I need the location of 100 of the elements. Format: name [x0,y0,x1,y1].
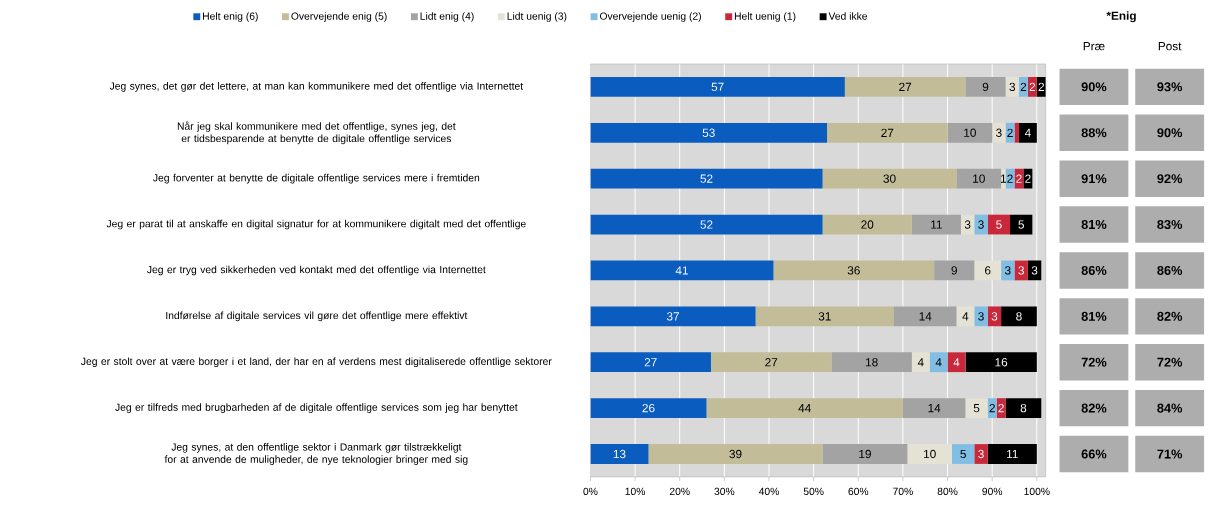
bar [947,352,966,372]
text: 90% [1081,82,1107,92]
data-label: 6 [985,266,991,275]
text: 82% [1157,311,1183,321]
data-label: 52 [700,174,713,183]
data-label: 5 [973,403,980,413]
data-label: 27 [881,128,894,137]
bar [965,398,988,418]
data-label: 2 [1038,82,1044,91]
x-tick-label: 20% [669,487,690,495]
bar [590,168,823,189]
data-label: 41 [675,266,688,275]
bar [934,260,975,281]
x-tick-label: 80% [937,487,958,495]
x-tick-label: 50% [803,487,824,495]
data-label: 14 [928,403,941,412]
data-label: 36 [847,266,860,275]
legend-label: Helt uenig (1) [734,12,796,22]
y-tick-label: Jeg er tilfreds med brugbarheden af de digitale offentlige services som jeg har benyttet [115,403,518,413]
data-label: 2 [1007,174,1013,183]
data-label: 2 [1020,82,1027,91]
bar [974,443,988,464]
bar [947,122,993,143]
y-tick-label: Jeg er parat til at anskaffe en digital signatur for at kommunikere digitalt med det offentlige [106,219,526,230]
data-label: 3 [978,449,984,458]
text: 84% [1157,403,1183,413]
data-label: 31 [818,311,831,321]
data-label: 2 [1025,174,1031,183]
bar [590,260,774,281]
bar [1010,214,1033,235]
bar [710,352,832,372]
data-label: 4 [1024,128,1031,137]
data-label: 10 [924,449,936,458]
bar [590,214,823,235]
bar [773,260,935,281]
bar [902,398,966,418]
data-label: 1 [1000,174,1007,183]
data-label: 4 [962,312,969,321]
data-label: 3 [1031,266,1038,275]
bar [952,443,975,464]
bar [590,398,707,418]
y-tick-label: Jeg synes, det gør det lettere, at man kan kommunikere med det offentlige via Internettet [109,81,524,92]
bar [1027,76,1037,97]
data-label: 44 [798,403,811,412]
data-label: 37 [666,311,679,321]
data-label: 3 [996,128,1002,137]
data-label: 20 [861,220,874,229]
text: 88% [1081,128,1107,138]
text: 92% [1157,173,1183,183]
bar [974,306,988,327]
data-label: 2 [1007,128,1013,137]
text: 66% [1081,449,1107,459]
bar [822,443,908,464]
legend-label: Helt enig (6) [203,12,258,22]
x-tick-label: 40% [758,487,779,495]
y-tick-label: Jeg forventer at benytte de digitale offentlige services mere i fremtiden [153,173,480,184]
y-tick-label: Jeg er tryg ved sikkerheden ved kontakt med det offentlige via Internettet [147,265,486,276]
bar [987,306,1002,327]
data-label: 5 [960,449,966,458]
x-tick-label: 100% [1024,487,1050,495]
bar [996,398,1006,418]
x-tick-label: 60% [848,487,869,495]
bar [590,306,756,327]
data-label: 3 [991,311,998,321]
data-label: 52 [700,220,713,229]
data-label: 13 [613,449,626,458]
x-tick-label: 70% [893,487,913,495]
text: 91% [1081,173,1107,183]
bar [827,122,948,143]
data-label: 3 [1004,266,1011,275]
data-label: 3 [1009,82,1016,91]
data-label: 10 [973,174,985,183]
bar [1001,260,1015,281]
data-label: 3 [1018,266,1024,275]
bar [965,76,1006,97]
data-label: 3 [978,311,984,321]
bar [1005,76,1019,97]
bar [1014,122,1019,143]
y-tick-label: Når jeg skal kommunikere med det offentlige, synes jeg, det er tidsbesparende at benytte de digitale offentlige services [177,121,456,144]
legend-label: Lidt enig (4) [420,12,474,22]
data-label: 16 [995,357,1008,367]
bar [974,260,1002,281]
text: 83% [1157,219,1183,229]
legend-label: Overvejende enig (5) [291,12,387,22]
data-label: 4 [917,357,924,367]
data-label: 2 [998,403,1004,413]
bar [590,443,649,464]
text: 71% [1157,449,1183,459]
bar [987,214,1011,235]
bar [1018,76,1028,97]
text: 81% [1081,311,1107,321]
bar [706,398,903,418]
text: 86% [1081,265,1107,275]
data-label: 4 [935,357,942,367]
bar [822,168,957,189]
bar [911,214,961,235]
text: 93% [1157,82,1183,92]
x-tick-label: 30% [714,487,735,495]
bar [1018,122,1037,143]
data-label: 9 [951,266,957,275]
